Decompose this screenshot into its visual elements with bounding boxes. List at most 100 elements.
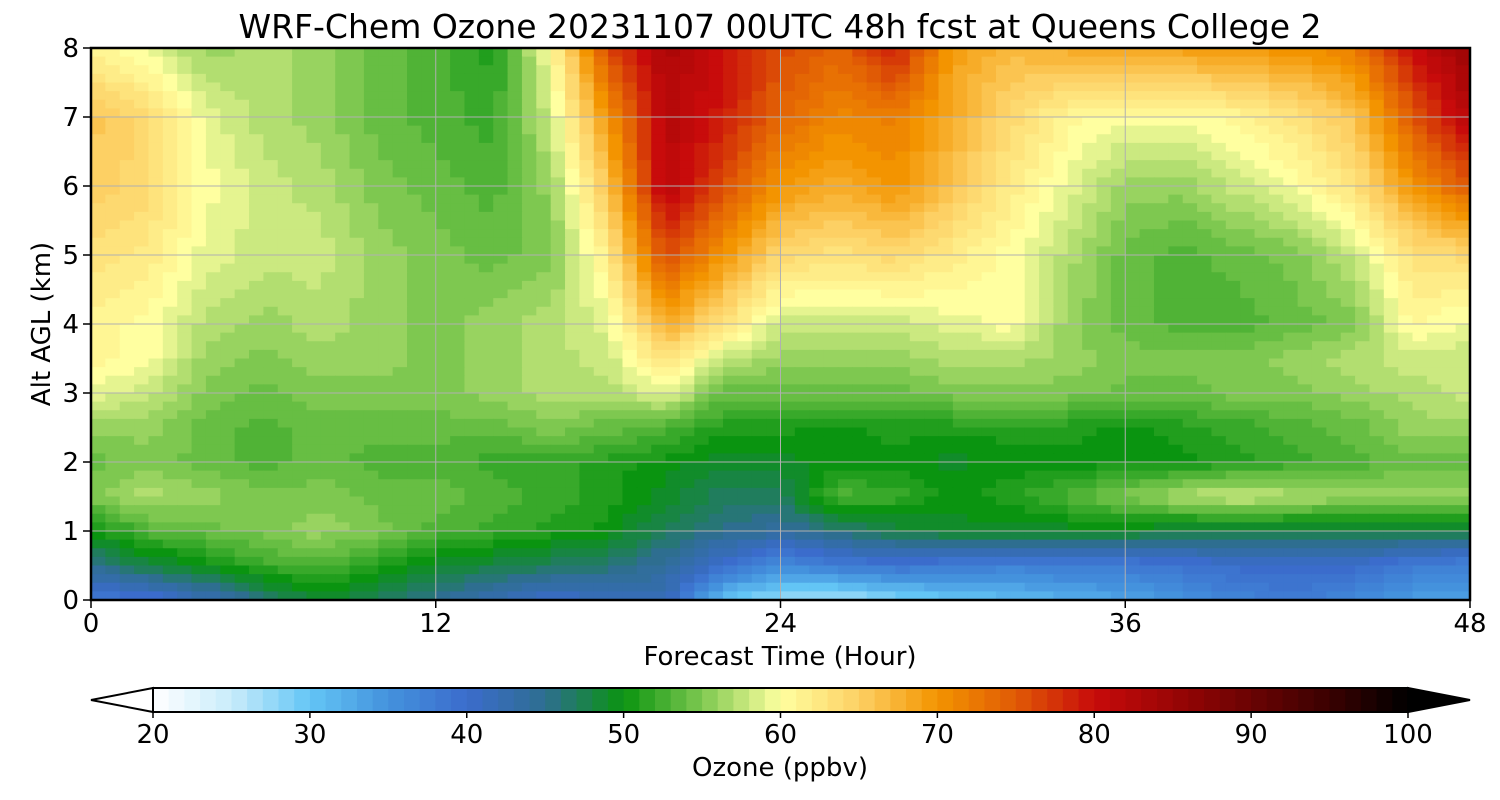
ozone-cell: [1225, 73, 1241, 84]
ozone-cell: [191, 211, 207, 222]
ozone-cell: [435, 91, 451, 101]
ozone-cell: [363, 73, 379, 84]
ozone-cell: [780, 324, 796, 334]
ozone-cell: [924, 306, 940, 316]
ozone-cell: [723, 194, 738, 204]
ozone-cell: [1383, 194, 1399, 204]
ozone-cell: [292, 194, 308, 204]
ozone-cell: [1211, 108, 1227, 118]
ozone-cell: [852, 289, 868, 299]
ozone-cell: [579, 168, 595, 178]
ozone-cell: [636, 349, 652, 360]
ozone-cell: [177, 203, 193, 213]
ozone-cell: [1096, 82, 1112, 92]
ozone-cell: [1441, 134, 1457, 144]
ozone-cell: [191, 160, 207, 170]
ozone-cell: [794, 410, 810, 420]
ozone-cell: [679, 73, 695, 84]
ozone-cell: [177, 470, 193, 480]
ozone-cell: [521, 91, 537, 101]
ozone-cell: [622, 246, 638, 256]
ozone-cell: [205, 436, 221, 446]
ozone-cell: [205, 479, 221, 489]
ozone-cell: [205, 82, 221, 92]
ozone-cell: [651, 453, 667, 463]
ozone-cell: [407, 462, 422, 472]
ozone-cell: [277, 410, 293, 420]
ozone-cell: [234, 401, 250, 411]
ozone-cell: [981, 444, 997, 454]
ozone-cell: [1455, 289, 1471, 299]
ozone-cell: [737, 73, 753, 84]
ozone-cell: [766, 151, 782, 161]
ozone-cell: [823, 315, 839, 325]
ozone-cell: [1254, 108, 1270, 118]
ozone-cell: [249, 56, 264, 66]
ozone-cell: [809, 444, 825, 454]
ozone-cell: [866, 255, 882, 265]
ozone-cell: [1369, 177, 1385, 187]
ozone-cell: [1082, 375, 1098, 385]
ozone-cell: [636, 315, 652, 325]
ozone-cell: [852, 117, 868, 127]
ozone-cell: [737, 341, 753, 351]
ozone-cell: [1383, 410, 1399, 420]
ozone-cell: [593, 358, 609, 368]
ozone-cell: [1383, 48, 1399, 58]
ozone-cell: [665, 358, 681, 368]
ozone-cell: [1426, 401, 1442, 411]
ozone-cell: [91, 418, 106, 429]
ozone-cell: [1197, 418, 1213, 429]
ozone-cell: [119, 203, 135, 213]
ozone-cell: [679, 134, 695, 144]
ozone-cell: [593, 436, 609, 446]
ozone-cell: [1441, 427, 1457, 437]
ozone-cell: [1168, 168, 1184, 178]
ozone-cell: [1268, 418, 1284, 429]
ozone-cell: [924, 453, 940, 463]
ozone-cell: [1197, 487, 1213, 498]
ozone-cell: [1096, 134, 1112, 144]
ozone-cell: [105, 73, 121, 84]
ozone-cell: [521, 453, 537, 463]
ozone-cell: [780, 393, 796, 403]
ozone-cell: [220, 125, 236, 135]
ozone-cell: [105, 237, 121, 247]
ozone-cell: [708, 255, 724, 265]
ozone-cell: [335, 410, 351, 420]
ozone-cell: [148, 246, 164, 256]
ozone-cell: [1383, 125, 1399, 135]
ozone-cell: [1240, 470, 1256, 480]
ozone-cell: [708, 358, 724, 368]
ozone-cell: [1283, 211, 1299, 222]
ozone-cell: [478, 349, 494, 360]
ozone-cell: [708, 82, 724, 92]
ozone-cell: [1067, 220, 1083, 230]
ozone-cell: [1441, 125, 1457, 135]
ozone-cell: [148, 470, 164, 480]
ozone-cell: [924, 272, 940, 282]
ozone-cell: [191, 194, 207, 204]
ozone-cell: [1153, 168, 1169, 178]
ozone-cell: [1139, 237, 1155, 247]
ozone-cell: [1455, 436, 1471, 446]
ozone-cell: [421, 186, 437, 196]
ozone-cell: [91, 82, 106, 92]
ozone-cell: [737, 91, 753, 101]
ozone-cell: [1455, 117, 1471, 127]
ozone-cell: [981, 315, 997, 325]
ozone-cell: [593, 427, 609, 437]
ozone-cell: [148, 56, 164, 66]
ozone-cell: [335, 280, 351, 291]
ozone-cell: [608, 255, 624, 265]
ozone-cell: [378, 194, 394, 204]
ozone-cell: [1426, 479, 1442, 489]
ozone-cell: [177, 125, 193, 135]
ozone-cell: [349, 427, 365, 437]
ozone-cell: [234, 444, 250, 454]
ozone-cell: [1254, 177, 1270, 187]
ozone-cell: [234, 82, 250, 92]
ozone-cell: [679, 427, 695, 437]
ozone-cell: [1010, 237, 1026, 247]
ozone-cell: [1355, 142, 1371, 153]
